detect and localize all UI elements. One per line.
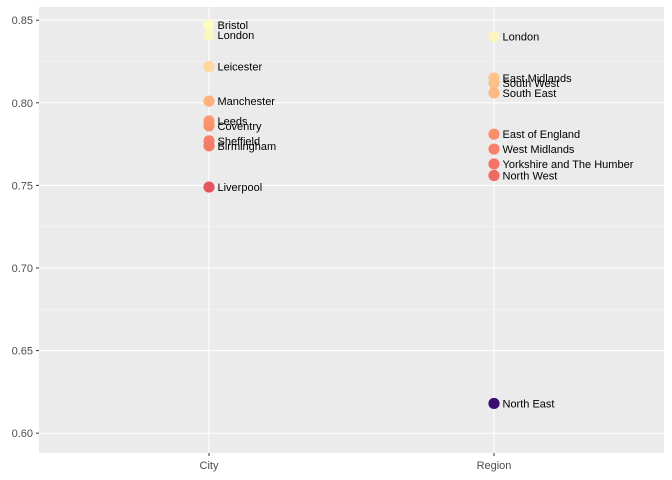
x-axis: City Region (200, 453, 512, 472)
point-labels: BristolLondonLeicesterManchesterLeedsCov… (218, 20, 634, 410)
point-label: Birmingham (218, 141, 277, 153)
data-point (488, 143, 500, 155)
data-point (488, 169, 500, 182)
data-point (203, 120, 215, 132)
point-label: East Midlands (503, 73, 573, 85)
x-tick-label: Region (477, 460, 512, 472)
point-label: Coventry (218, 121, 263, 133)
point-label: Bristol (218, 20, 249, 32)
data-point (488, 31, 500, 43)
data-point (203, 29, 215, 41)
plot-panel (39, 7, 664, 453)
y-tick-label: 0.60 (12, 428, 33, 440)
data-point (203, 95, 215, 107)
point-label: East of England (503, 129, 581, 141)
data-point (203, 181, 215, 193)
minor-gridlines (39, 61, 664, 393)
y-tick-label: 0.65 (12, 346, 33, 358)
point-label: Leicester (218, 61, 263, 73)
x-tick-label: City (200, 460, 219, 472)
point-label: North East (503, 398, 555, 410)
point-label: North West (503, 170, 558, 182)
y-tick-label: 0.80 (12, 98, 33, 110)
data-point (203, 140, 215, 152)
data-points (203, 19, 500, 410)
point-label: Manchester (218, 96, 276, 108)
y-axis: 0.60 0.65 0.70 0.75 0.80 0.85 (12, 15, 39, 440)
data-point (488, 158, 500, 170)
point-label: London (503, 32, 540, 44)
data-point (488, 128, 500, 140)
point-label: Yorkshire and The Humber (503, 159, 634, 171)
y-tick-label: 0.85 (12, 15, 33, 27)
point-label: South East (503, 88, 557, 100)
point-label: West Midlands (503, 144, 575, 156)
data-point (488, 77, 500, 89)
point-label: Sheffield (218, 136, 261, 148)
y-tick-label: 0.70 (12, 263, 33, 275)
data-point (203, 19, 215, 31)
data-point (203, 60, 215, 73)
data-point (488, 87, 500, 99)
point-label: South West (503, 78, 560, 90)
data-point (488, 397, 500, 410)
point-label: Leeds (218, 116, 248, 128)
point-label: London (218, 30, 255, 42)
point-label: Liverpool (218, 182, 263, 194)
y-tick-label: 0.75 (12, 180, 33, 192)
